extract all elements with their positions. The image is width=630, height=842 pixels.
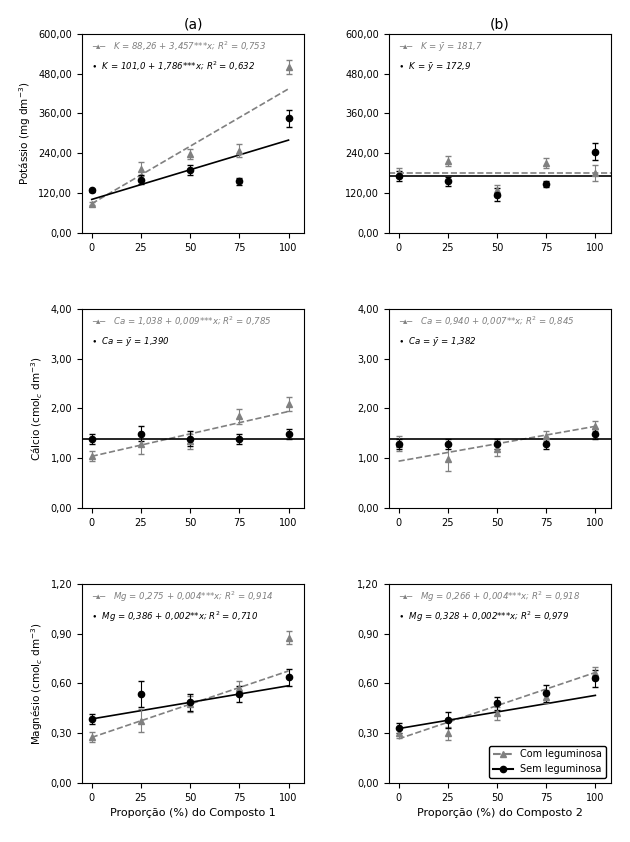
Text: $\bullet$  Ca = $\bar{y}$ = 1,390: $\bullet$ Ca = $\bar{y}$ = 1,390 [91,334,169,348]
X-axis label: Proporção (%) do Composto 2: Proporção (%) do Composto 2 [417,808,583,818]
Text: $-\!\!\blacktriangle\!\!-$  Ca = 1,038 + 0,009***x; R$^2$ = 0,785: $-\!\!\blacktriangle\!\!-$ Ca = 1,038 + … [91,315,272,328]
Text: $\bullet$  Ca = $\bar{y}$ = 1,382: $\bullet$ Ca = $\bar{y}$ = 1,382 [398,334,476,348]
Text: $\bullet$  Mg = 0,328 + 0,002***x; R$^2$ = 0,979: $\bullet$ Mg = 0,328 + 0,002***x; R$^2$ … [398,610,569,624]
Text: $\bullet$  K = 101,0 + 1,786***x; R$^2$ = 0,632: $\bullet$ K = 101,0 + 1,786***x; R$^2$ =… [91,60,255,73]
Text: $-\!\!\blacktriangle\!\!-$  K = 88,26 + 3,457***x; R$^2$ = 0,753: $-\!\!\blacktriangle\!\!-$ K = 88,26 + 3… [91,40,266,53]
X-axis label: Proporção (%) do Composto 1: Proporção (%) do Composto 1 [110,808,276,818]
Y-axis label: Magnésio (cmol$_c$ dm$^{-3}$): Magnésio (cmol$_c$ dm$^{-3}$) [29,622,45,744]
Text: $-\!\!\blacktriangle\!\!-$  Ca = 0,940 + 0,007**x; R$^2$ = 0,845: $-\!\!\blacktriangle\!\!-$ Ca = 0,940 + … [398,315,575,328]
Text: $-\!\!\blacktriangle\!\!-$  Mg = 0,275 + 0,004***x; R$^2$ = 0,914: $-\!\!\blacktriangle\!\!-$ Mg = 0,275 + … [91,589,273,605]
Y-axis label: Potássio (mg dm$^{-3}$): Potássio (mg dm$^{-3}$) [17,82,33,185]
Text: $-\!\!\blacktriangle\!\!-$  Mg = 0,266 + 0,004***x; R$^2$ = 0,918: $-\!\!\blacktriangle\!\!-$ Mg = 0,266 + … [398,589,580,605]
Text: $\bullet$  K = $\bar{y}$ = 172,9: $\bullet$ K = $\bar{y}$ = 172,9 [398,60,471,72]
Text: $\bullet$  Mg = 0,386 + 0,002**x; R$^2$ = 0,710: $\bullet$ Mg = 0,386 + 0,002**x; R$^2$ =… [91,610,258,624]
Legend: Com leguminosa, Sem leguminosa: Com leguminosa, Sem leguminosa [490,745,606,778]
Y-axis label: Cálcio (cmol$_c$ dm$^{-3}$): Cálcio (cmol$_c$ dm$^{-3}$) [30,356,45,461]
Title: (b): (b) [490,17,510,31]
Text: $-\!\!\blacktriangle\!\!-$  K = $\bar{y}$ = 181,7: $-\!\!\blacktriangle\!\!-$ K = $\bar{y}$… [398,40,483,53]
Title: (a): (a) [183,17,203,31]
